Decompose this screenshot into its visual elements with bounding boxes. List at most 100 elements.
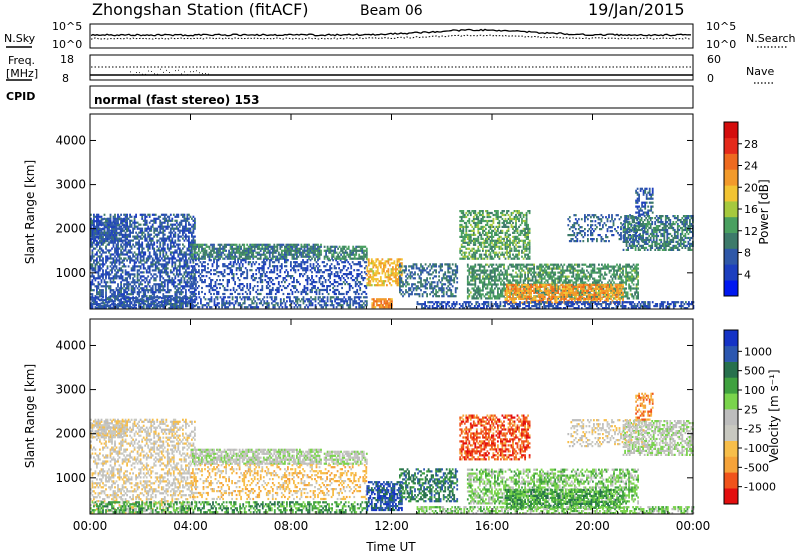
heatmap-cell bbox=[362, 251, 365, 254]
heatmap-cell bbox=[136, 241, 139, 244]
heatmap-cell bbox=[99, 251, 101, 254]
heatmap-cell bbox=[123, 283, 125, 286]
heatmap-cell bbox=[99, 234, 101, 237]
heatmap-cell bbox=[97, 230, 100, 233]
heatmap-cell bbox=[159, 291, 162, 294]
heatmap-cell bbox=[112, 267, 115, 270]
heatmap-cell bbox=[169, 251, 172, 254]
heatmap-cell bbox=[267, 257, 270, 260]
heatmap-cell bbox=[185, 261, 187, 264]
heatmap-cell bbox=[346, 302, 349, 305]
heatmap-cell bbox=[293, 255, 295, 258]
heatmap-cell bbox=[192, 229, 195, 232]
heatmap-cell bbox=[109, 277, 112, 280]
heatmap-cell bbox=[480, 237, 483, 240]
heatmap-cell bbox=[365, 292, 368, 296]
heatmap-cell bbox=[130, 219, 133, 222]
heatmap-cell bbox=[363, 271, 366, 274]
heatmap-cell bbox=[171, 261, 174, 264]
heatmap-cell bbox=[192, 269, 194, 272]
heatmap-cell bbox=[163, 217, 166, 220]
heatmap-cell bbox=[285, 245, 288, 248]
heatmap-cell bbox=[379, 278, 382, 281]
heatmap-cell bbox=[376, 282, 379, 285]
heatmap-cell bbox=[204, 269, 206, 272]
heatmap-cell bbox=[130, 306, 133, 309]
heatmap-cell bbox=[99, 240, 101, 243]
heatmap-cell bbox=[109, 241, 112, 244]
heatmap-cell bbox=[317, 263, 319, 266]
heatmap-cell bbox=[114, 227, 116, 230]
heatmap-cell bbox=[463, 239, 466, 242]
heatmap-cell bbox=[163, 269, 166, 272]
heatmap-cell bbox=[290, 265, 292, 268]
heatmap-cell bbox=[112, 243, 115, 246]
heatmap-cell bbox=[285, 269, 288, 272]
heatmap-cell bbox=[191, 277, 193, 280]
heatmap-cell bbox=[159, 275, 162, 278]
heatmap-cell bbox=[495, 231, 498, 234]
heatmap-cell bbox=[441, 263, 443, 266]
freq-unit-label: [MHz] bbox=[6, 67, 38, 80]
heatmap-cell bbox=[243, 257, 246, 260]
heatmap-cell bbox=[488, 229, 490, 232]
heatmap-cell bbox=[306, 255, 309, 258]
heatmap-cell bbox=[226, 288, 229, 292]
heatmap-cell bbox=[486, 255, 489, 258]
heatmap-cell bbox=[253, 249, 256, 252]
heatmap-cell bbox=[183, 287, 186, 290]
heatmap-cell bbox=[271, 261, 274, 264]
heatmap-cell bbox=[229, 253, 232, 256]
heatmap-cell bbox=[273, 243, 276, 246]
heatmap-cell bbox=[90, 281, 92, 284]
heatmap-cell bbox=[268, 253, 271, 256]
heatmap-cell bbox=[244, 255, 247, 258]
heatmap-cell bbox=[136, 273, 139, 276]
heatmap-cell bbox=[151, 257, 154, 260]
heatmap-cell bbox=[192, 237, 195, 240]
heatmap-cell bbox=[183, 239, 186, 242]
heatmap-cell bbox=[468, 247, 471, 250]
heatmap-cell bbox=[267, 243, 270, 246]
heatmap-cell bbox=[293, 257, 295, 260]
heatmap-cell bbox=[346, 251, 349, 254]
heatmap-cell bbox=[299, 275, 301, 278]
heatmap-cell bbox=[202, 253, 205, 256]
heatmap-cell bbox=[120, 295, 122, 298]
heatmap-cell bbox=[141, 243, 144, 246]
heatmap-cell bbox=[210, 259, 212, 262]
heatmap-cell bbox=[145, 269, 148, 272]
heatmap-cell bbox=[185, 271, 187, 274]
heatmap-cell bbox=[114, 239, 116, 242]
heatmap-cell bbox=[391, 298, 393, 301]
heatmap-cell bbox=[118, 289, 121, 292]
heatmap-cell bbox=[196, 253, 199, 256]
heatmap-cell bbox=[97, 243, 100, 246]
heatmap-cell bbox=[138, 239, 140, 242]
heatmap-cell bbox=[177, 223, 180, 226]
heatmap-cell bbox=[341, 261, 343, 264]
heatmap-cell bbox=[280, 281, 283, 284]
heatmap-cell bbox=[249, 269, 252, 272]
heatmap-cell bbox=[204, 253, 206, 256]
heatmap-cell bbox=[118, 302, 121, 305]
heatmap-cell bbox=[271, 288, 274, 292]
heatmap-cell bbox=[379, 284, 382, 287]
heatmap-cell bbox=[237, 285, 239, 288]
heatmap-cell bbox=[129, 293, 131, 296]
heatmap-cell bbox=[196, 251, 199, 254]
heatmap-cell bbox=[302, 245, 304, 248]
heatmap-cell bbox=[223, 292, 226, 296]
heatmap-cell bbox=[204, 255, 206, 258]
heatmap-cell bbox=[156, 217, 159, 220]
heatmap-cell bbox=[142, 293, 145, 296]
heatmap-cell bbox=[124, 224, 127, 227]
heatmap-cell bbox=[277, 253, 280, 256]
heatmap-cell bbox=[293, 249, 295, 252]
heatmap-cell bbox=[177, 233, 180, 236]
heatmap-cell bbox=[108, 243, 110, 246]
heatmap-cell bbox=[287, 247, 289, 250]
heatmap-cell bbox=[258, 267, 261, 270]
heatmap-cell bbox=[306, 243, 309, 246]
heatmap-cell bbox=[136, 233, 139, 236]
